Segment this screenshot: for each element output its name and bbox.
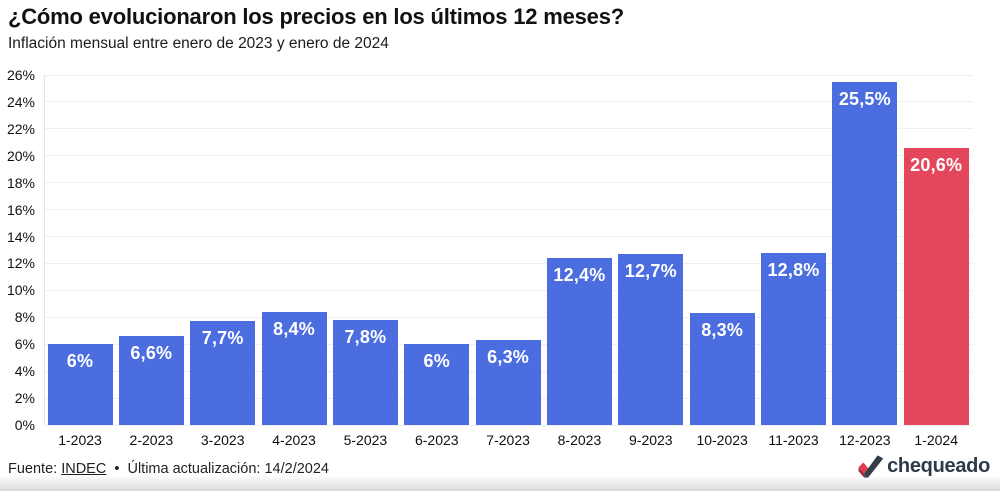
bar-1-2024: 20,6% <box>903 147 969 425</box>
checkmark-icon <box>857 454 884 479</box>
y-tick-label: 14% <box>6 228 35 245</box>
x-tick-label: 3-2023 <box>200 432 245 448</box>
chart-title: ¿Cómo evolucionaron los precios en los ú… <box>8 4 624 29</box>
bar-value-label: 6% <box>66 351 94 372</box>
x-tick-label: 1-2024 <box>914 432 958 448</box>
last-updated: Última actualización: 14/2/2024 <box>127 461 329 477</box>
x-tick-label: 11-2023 <box>768 432 819 448</box>
y-tick-label: 20% <box>6 147 35 164</box>
y-tick-label: 0% <box>14 417 35 433</box>
bar-2-2023: 6,6% <box>118 336 184 425</box>
y-tick-label: 12% <box>6 255 35 272</box>
gridline <box>44 236 973 238</box>
y-tick-label: 10% <box>6 282 35 299</box>
bar-value-label: 6% <box>423 351 450 372</box>
x-tick-label: 7-2023 <box>486 432 530 448</box>
gridline <box>44 155 973 157</box>
gridline <box>44 316 973 318</box>
bar-value-label: 12,8% <box>767 259 820 280</box>
chequeado-logo: chequeado <box>857 454 990 479</box>
bar-value-label: 20,6% <box>910 154 963 175</box>
bar-11-2023: 12,8% <box>761 252 826 425</box>
source-note: Fuente: INDEC • Última actualización: 14… <box>8 461 329 477</box>
gridline <box>44 262 973 264</box>
source-separator: • <box>114 461 120 477</box>
bar-1-2023: 6% <box>47 344 113 425</box>
gridline <box>44 74 973 76</box>
bar-8-2023: 12,4% <box>546 258 612 425</box>
bar-value-label: 12,4% <box>553 265 606 286</box>
bar-7-2023: 6,3% <box>475 340 541 425</box>
source-link[interactable]: INDEC <box>61 461 107 477</box>
bar-3-2023: 7,7% <box>190 321 256 425</box>
x-tick-label: 9-2023 <box>629 432 673 448</box>
bar-6-2023: 6% <box>404 344 470 425</box>
y-axis-line <box>44 75 45 425</box>
gridline <box>44 424 973 426</box>
bar-value-label: 7,7% <box>201 328 244 349</box>
x-tick-label: 5-2023 <box>343 432 388 448</box>
bar-value-label: 7,8% <box>344 327 387 347</box>
y-tick-label: 26% <box>6 67 35 83</box>
y-tick-label: 18% <box>6 174 35 191</box>
x-tick-label: 8-2023 <box>557 432 602 448</box>
chart-subtitle: Inflación mensual entre enero de 2023 y … <box>8 35 389 52</box>
x-tick-label: 6-2023 <box>414 432 459 448</box>
x-tick-label: 10-2023 <box>696 432 748 448</box>
y-tick-label: 24% <box>6 93 35 110</box>
y-tick-label: 6% <box>14 336 35 353</box>
bar-10-2023: 8,3% <box>689 313 755 425</box>
gridline <box>44 289 973 291</box>
y-tick-label: 4% <box>14 363 35 380</box>
y-tick-label: 8% <box>14 309 35 326</box>
x-tick-label: 12-2023 <box>839 432 891 448</box>
gridline <box>44 128 973 130</box>
bar-9-2023: 12,7% <box>618 254 684 425</box>
x-tick-label: 1-2023 <box>58 432 102 448</box>
bar-4-2023: 8,4% <box>261 311 327 425</box>
x-tick-label: 2-2023 <box>129 432 174 448</box>
y-tick-label: 2% <box>14 390 35 407</box>
bar-value-label: 25,5% <box>838 88 891 109</box>
bar-value-label: 6,6% <box>130 343 173 364</box>
logo-wordmark: chequeado <box>887 455 990 477</box>
y-tick-label: 22% <box>6 120 35 137</box>
gridline <box>44 209 973 211</box>
bar-value-label: 6,3% <box>487 347 529 368</box>
bar-value-label: 12,7% <box>624 261 677 282</box>
bar-5-2023: 7,8% <box>332 320 398 425</box>
y-tick-label: 16% <box>6 201 35 218</box>
bar-value-label: 8,4% <box>273 318 315 339</box>
source-prefix: Fuente: <box>8 461 58 477</box>
bar-12-2023: 25,5% <box>832 81 898 425</box>
bar-value-label: 8,3% <box>701 320 744 341</box>
x-tick-label: 4-2023 <box>272 432 316 448</box>
gridline <box>44 101 973 103</box>
gridline <box>44 182 973 184</box>
